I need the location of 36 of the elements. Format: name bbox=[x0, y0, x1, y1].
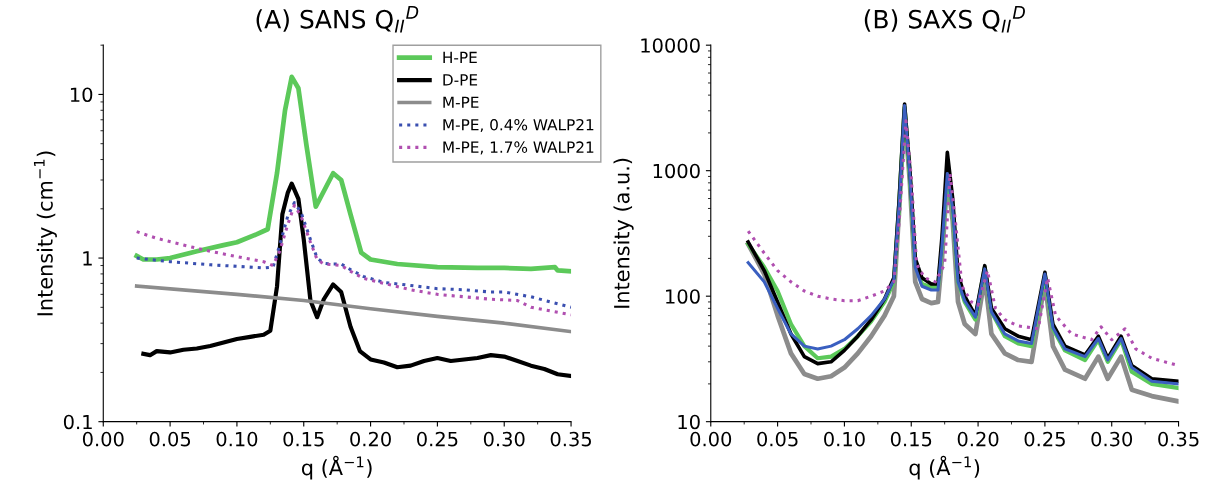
x-tick-label: 0.00 bbox=[82, 431, 124, 447]
y-tick-label: 10000 bbox=[641, 38, 700, 53]
y-tick-label: 10 bbox=[70, 87, 93, 103]
x-tick-label: 0.30 bbox=[483, 431, 525, 447]
x-tick-label: 0.05 bbox=[757, 431, 798, 447]
y-tick-label: 0.1 bbox=[63, 414, 92, 430]
x-tick-label: 0.10 bbox=[824, 431, 865, 447]
y-tick-label: 100 bbox=[666, 289, 700, 304]
line-series bbox=[134, 284, 572, 334]
x-tick-label: 0.05 bbox=[149, 431, 191, 447]
x-tick-label: 0.25 bbox=[417, 431, 458, 447]
x-tick-label: 0.30 bbox=[1091, 431, 1133, 447]
x-tick-label: 0.20 bbox=[350, 431, 391, 447]
y-axis-title: Intensity (cm$^{−1}$) bbox=[33, 151, 57, 316]
x-tick-label: 0.20 bbox=[957, 431, 999, 447]
x-tick-label: 0.15 bbox=[283, 431, 324, 447]
x-tick-label: 0.00 bbox=[690, 431, 732, 447]
x-tick-label: 0.25 bbox=[1024, 431, 1065, 447]
x-tick-label: 0.10 bbox=[216, 431, 258, 447]
x-axis-title: q (Å$^{−1}$) bbox=[909, 455, 980, 480]
chart-title: (B) SAXS Q$_{II}$$^{D}$ bbox=[864, 6, 1025, 33]
legend-label: M-PE, 1.7% WALP21 bbox=[443, 141, 594, 155]
y-tick-label: 10 bbox=[678, 414, 700, 430]
legend-label: D-PE bbox=[443, 74, 478, 86]
x-tick-label: 0.35 bbox=[1158, 431, 1199, 447]
chart-title: (A) SANS Q$_{II}$$^{D}$ bbox=[256, 6, 419, 33]
legend-label: M-PE bbox=[443, 96, 479, 108]
x-tick-label: 0.15 bbox=[890, 431, 932, 447]
y-axis-title: Intensity (a.u.) bbox=[613, 158, 634, 308]
legend-label: M-PE, 0.4% WALP21 bbox=[443, 118, 594, 133]
legend-label: H-PE bbox=[443, 51, 477, 64]
line-series bbox=[141, 181, 572, 379]
x-tick-label: 0.35 bbox=[550, 431, 591, 447]
y-tick-label: 1000 bbox=[653, 163, 700, 179]
y-tick-label: 1 bbox=[83, 251, 92, 266]
x-axis-title: q (Å$^{−1}$) bbox=[301, 455, 372, 480]
